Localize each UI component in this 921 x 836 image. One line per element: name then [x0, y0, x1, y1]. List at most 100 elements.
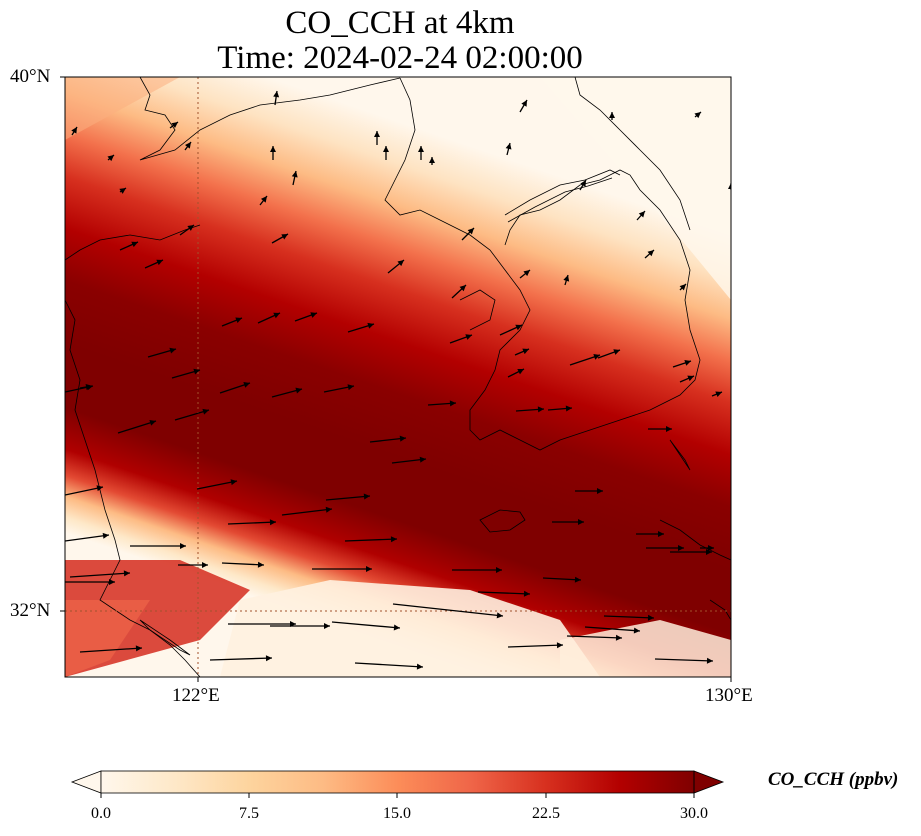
wind-arrow-head	[131, 241, 138, 248]
map-title: CO_CCH at 4km	[285, 5, 515, 41]
colorbar-tick-label: 22.5	[532, 805, 560, 822]
lon-label-122: 122°E	[172, 685, 220, 706]
wind-arrow-head	[565, 405, 572, 412]
wind-arrow-head	[728, 183, 731, 189]
wind-arrow-head	[366, 566, 372, 572]
axis-ticks	[60, 76, 732, 682]
wind-arrow-head	[257, 561, 264, 568]
wind-arrow-shaft	[65, 534, 110, 542]
wind-arrow-shaft	[331, 621, 401, 629]
wind-arrow-head	[235, 317, 242, 324]
lon-label-130: 130°E	[705, 685, 753, 706]
colorbar-tick-label: 30.0	[680, 805, 708, 822]
wind-arrow-head	[633, 627, 640, 634]
wind-arrow-shaft	[603, 615, 655, 619]
wind-arrow-head	[574, 576, 581, 583]
wind-arrow-head	[429, 157, 435, 163]
wind-arrow-head	[521, 100, 527, 107]
colorbar-label: CO_CCH (ppbv)	[768, 769, 899, 790]
wind-arrow-head	[706, 657, 713, 664]
wind-arrow-shaft	[507, 644, 564, 648]
wind-arrow-head	[171, 122, 178, 128]
wind-arrow-head	[96, 485, 103, 492]
wind-arrow-head	[496, 612, 503, 619]
wind-arrow-shaft	[281, 508, 333, 516]
wind-arrow-head	[613, 349, 620, 355]
colorbar-tick-label: 15.0	[383, 805, 411, 822]
wind-arrow-shaft	[369, 437, 407, 443]
wind-arrow-head	[563, 275, 570, 282]
wind-arrow-head	[609, 112, 615, 118]
wind-arrow-head	[708, 545, 714, 551]
wind-arrow-head	[517, 369, 524, 375]
wind-arrow-shaft	[584, 626, 641, 632]
wind-arrow-head	[230, 479, 237, 486]
wind-arrow-head	[273, 91, 280, 98]
wind-arrow-head	[706, 549, 712, 555]
wind-arrow-shaft	[209, 657, 273, 661]
wind-arrow-head	[687, 375, 694, 382]
wind-arrow-head	[291, 171, 298, 178]
wind-arrow-head	[615, 634, 622, 641]
lat-label-32: 32°N	[10, 600, 51, 621]
wind-arrow-head	[265, 655, 272, 662]
wind-arrow-head	[193, 368, 200, 375]
wind-arrow-head	[260, 196, 267, 203]
wind-arrow-head	[449, 400, 456, 407]
wind-arrow-head	[347, 384, 354, 391]
wind-arrow-head	[515, 324, 522, 331]
colorbar-max-extend	[693, 770, 725, 794]
wind-arrow-head	[102, 532, 109, 539]
wind-arrow-shaft	[477, 591, 531, 595]
wind-arrow-head	[85, 384, 92, 390]
wind-arrow-head	[522, 348, 529, 355]
wind-arrow-head	[123, 570, 130, 577]
wind-arrow-shaft	[542, 577, 582, 581]
wind-arrow-shaft	[392, 603, 504, 617]
colorbar-gradient	[101, 771, 694, 793]
wind-arrow-shaft	[117, 420, 157, 434]
wind-arrow-head	[666, 426, 672, 432]
colorbar-tick-label: 7.5	[239, 805, 259, 822]
wind-arrow-head	[467, 228, 474, 235]
wind-arrow-head	[647, 614, 654, 621]
wind-arrow-shaft	[654, 658, 714, 662]
wind-arrow-shaft	[227, 521, 277, 525]
wind-arrow-head	[119, 188, 126, 194]
wind-arrow-head	[496, 567, 502, 573]
wind-arrow-head	[295, 387, 302, 394]
wind-arrow-head	[679, 284, 686, 291]
wind-arrow-head	[390, 536, 397, 543]
wind-arrow-head	[505, 143, 512, 150]
gridlines	[65, 77, 731, 677]
wind-arrow-head	[107, 155, 114, 162]
wind-arrow-head	[523, 270, 530, 277]
wind-arrow-head	[187, 225, 194, 231]
wind-arrow-head	[135, 645, 142, 652]
wind-arrow-head	[397, 260, 404, 267]
wind-arrow-head	[185, 142, 191, 149]
wind-arrow-head	[418, 146, 424, 152]
wind-arrow-head	[638, 211, 645, 218]
wind-arrow-shaft	[354, 662, 424, 668]
wind-arrow-head	[367, 322, 374, 329]
wind-arrow-head	[593, 354, 600, 360]
wind-arrow-shaft	[79, 647, 143, 653]
wind-arrow-head	[678, 545, 684, 551]
map-subtitle: Time: 2024-02-24 02:00:00	[217, 40, 583, 76]
wind-arrow-head	[149, 419, 156, 426]
wind-arrow-head	[647, 250, 654, 257]
wind-arrow-head	[523, 590, 530, 597]
wind-arrow-head	[156, 259, 163, 266]
wind-arrow-head	[281, 234, 288, 240]
wind-arrow-shaft	[196, 480, 238, 490]
wind-arrow-head	[109, 579, 115, 585]
wind-arrow-head	[270, 146, 276, 152]
wind-arrow-head	[399, 435, 406, 442]
wind-arrow-head	[537, 406, 544, 413]
wind-arrow-head	[580, 180, 586, 187]
wind-arrow-head	[71, 127, 77, 134]
wind-arrow-head	[243, 382, 250, 388]
wind-arrow-head	[383, 146, 389, 152]
wind-arrow-head	[169, 347, 176, 354]
